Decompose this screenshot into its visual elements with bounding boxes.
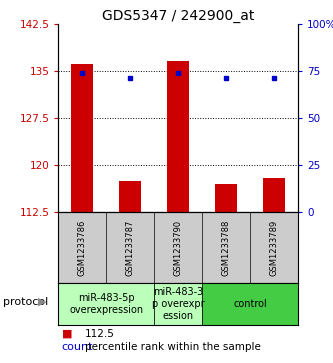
- Text: count: count: [62, 342, 93, 352]
- Text: GSM1233788: GSM1233788: [221, 220, 231, 276]
- Bar: [263, 178, 285, 212]
- Bar: [58, 283, 154, 325]
- Text: control: control: [233, 299, 267, 309]
- Bar: [202, 283, 298, 325]
- Title: GDS5347 / 242900_at: GDS5347 / 242900_at: [102, 9, 254, 23]
- Text: GSM1233786: GSM1233786: [78, 220, 87, 276]
- Bar: [72, 65, 93, 212]
- Text: 112.5: 112.5: [85, 329, 115, 339]
- Text: ▶: ▶: [38, 297, 47, 307]
- Text: miR-483-5p
overexpression: miR-483-5p overexpression: [69, 293, 143, 315]
- Text: GSM1233787: GSM1233787: [126, 220, 135, 276]
- Bar: [120, 181, 141, 212]
- Text: miR-483-3
p overexpr
ession: miR-483-3 p overexpr ession: [152, 287, 204, 321]
- Text: GSM1233790: GSM1233790: [173, 220, 183, 276]
- Text: percentile rank within the sample: percentile rank within the sample: [85, 342, 261, 352]
- Text: protocol: protocol: [3, 297, 49, 307]
- Text: GSM1233789: GSM1233789: [269, 220, 279, 276]
- Bar: [154, 283, 202, 325]
- Bar: [167, 61, 189, 212]
- Bar: [215, 184, 237, 212]
- Text: ■: ■: [62, 329, 72, 339]
